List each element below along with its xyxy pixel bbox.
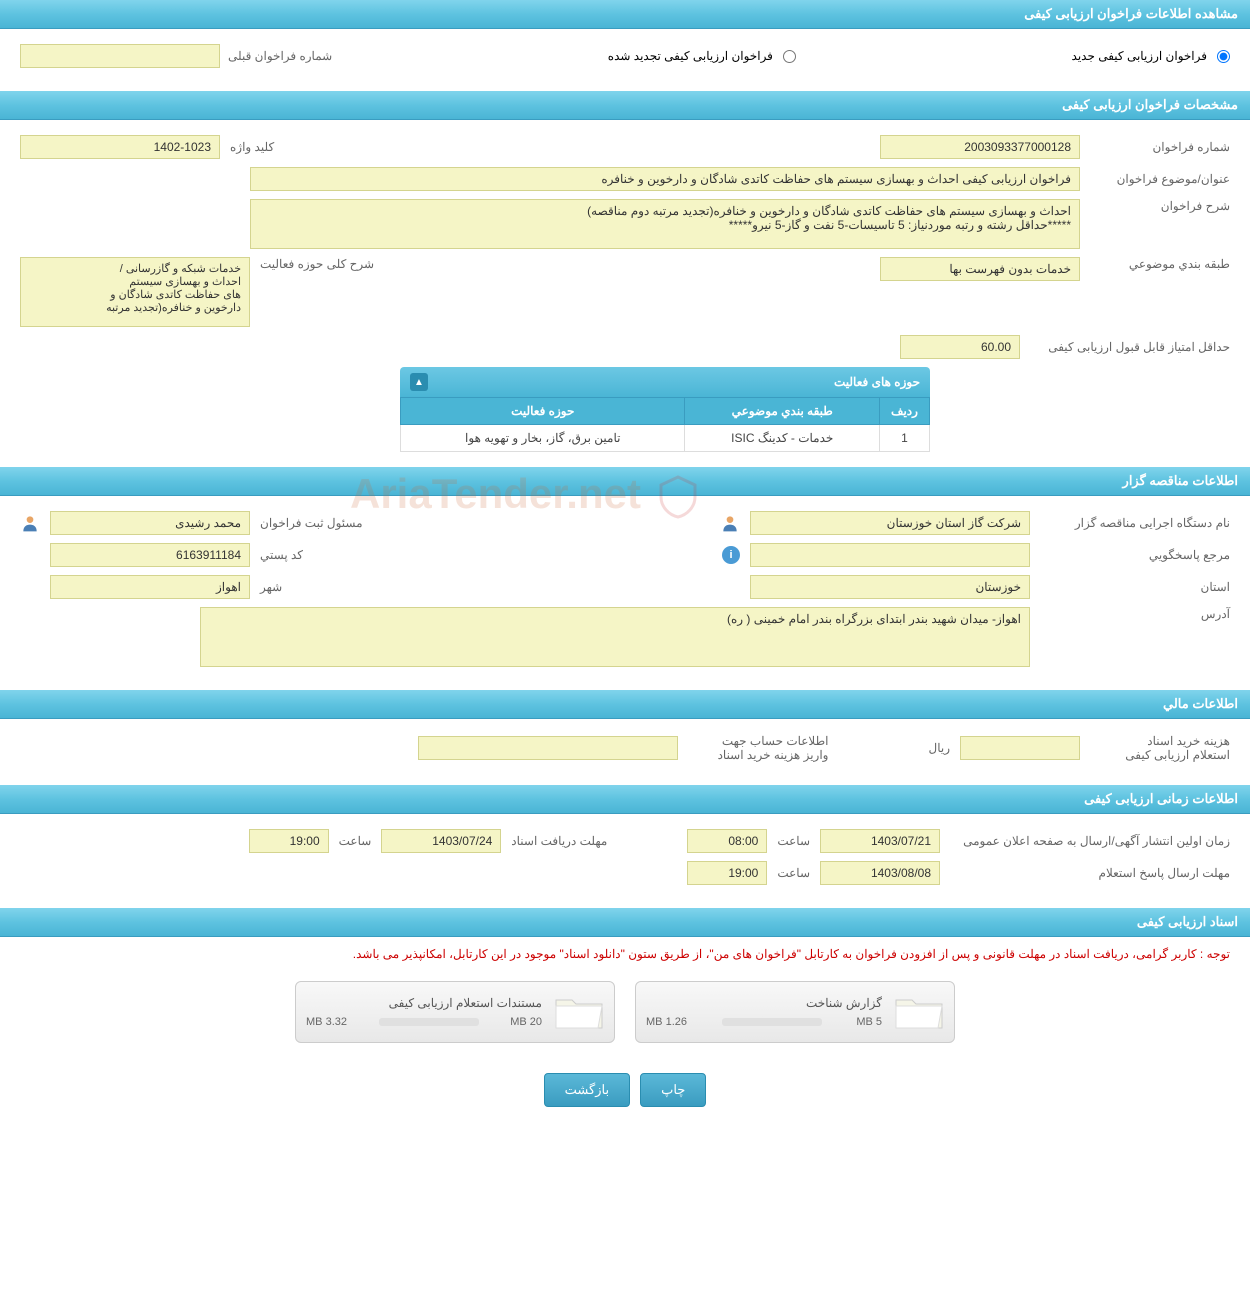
province-field: خوزستان: [750, 575, 1030, 599]
desc-label: شرح فراخوان: [1090, 199, 1230, 213]
cell-field: تامین برق، گاز، بخار و تهویه هوا: [401, 425, 685, 452]
time-word-3: ساعت: [777, 866, 810, 880]
person-icon: [720, 513, 740, 533]
postal-label: كد پستي: [260, 548, 303, 562]
response-time-field: 19:00: [687, 861, 767, 885]
doc1-total: 5 MB: [856, 1016, 882, 1028]
doc2-title: مستندات استعلام ارزیابی کیفی: [306, 996, 542, 1010]
col-row: رديف: [880, 398, 930, 425]
address-field: اهواز- میدان شهید بندر ابتدای بزرگراه بن…: [200, 607, 1030, 667]
table-row: 1 خدمات - کدینگ ISIC تامین برق، گاز، بخا…: [401, 425, 930, 452]
cell-num: 1: [880, 425, 930, 452]
radio-new-label: فراخوان ارزیابی کیفی جدید: [1072, 49, 1207, 63]
publish-time-field: 08:00: [687, 829, 767, 853]
registrar-field: محمد رشیدی: [50, 511, 250, 535]
postal-field: 6163911184: [50, 543, 250, 567]
category-field: خدمات بدون فهرست بها: [880, 257, 1080, 281]
city-label: شهر: [260, 580, 282, 594]
person-icon: [20, 513, 40, 533]
subject-field: فراخوان ارزیابی کیفی احداث و بهسازی سیست…: [250, 167, 1080, 191]
account-label: اطلاعات حساب جهت واریز هزینه خرید اسناد: [688, 734, 828, 762]
keyword-label: کلید واژه: [230, 140, 274, 154]
organizer-header: اطلاعات مناقصه گزار: [0, 467, 1250, 496]
main-header: مشاهده اطلاعات فراخوان ارزیابی کیفی: [0, 0, 1250, 29]
radio-renewed-call[interactable]: فراخوان ارزیابی کیفی تجدید شده: [608, 49, 796, 63]
docs-note: توجه : کاربر گرامی، دریافت اسناد در مهلت…: [0, 937, 1250, 971]
receive-label: مهلت دریافت اسناد: [511, 834, 607, 848]
col-field: حوزه فعاليت: [401, 398, 685, 425]
radio-renewed-label: فراخوان ارزیابی کیفی تجدید شده: [608, 49, 773, 63]
prev-number-field: [20, 44, 220, 68]
org-field: شرکت گاز استان خوزستان: [750, 511, 1030, 535]
account-field: [418, 736, 678, 760]
activity-scope-label: شرح کلی حوزه فعالیت: [260, 257, 374, 271]
org-label: نام دستگاه اجرایی مناقصه گزار: [1040, 516, 1230, 530]
responder-field: [750, 543, 1030, 567]
folder-icon: [894, 992, 944, 1032]
city-field: اهواز: [50, 575, 250, 599]
time-word-1: ساعت: [777, 834, 810, 848]
subject-label: عنوان/موضوع فراخوان: [1090, 172, 1230, 186]
cell-cat: خدمات - کدینگ ISIC: [685, 425, 880, 452]
doc2-used: 3.32 MB: [306, 1016, 347, 1028]
docs-header: اسناد ارزیابی کیفی: [0, 908, 1250, 937]
call-number-label: شماره فراخوان: [1090, 140, 1230, 154]
radio-new-call[interactable]: فراخوان ارزیابی کیفی جدید: [1072, 49, 1230, 63]
col-category: طبقه بندي موضوعي: [685, 398, 880, 425]
activity-table-title: حوزه های فعالیت: [834, 375, 920, 389]
print-button[interactable]: چاپ: [640, 1073, 706, 1107]
response-label: مهلت ارسال پاسخ استعلام: [950, 866, 1230, 880]
time-word-2: ساعت: [339, 834, 372, 848]
category-label: طبقه بندي موضوعي: [1090, 257, 1230, 271]
activity-scope-field: خدمات شبکه و گازرسانی / احداث و بهسازی س…: [20, 257, 250, 327]
doc2-progress: [379, 1018, 479, 1026]
cost-label: هزینه خرید اسناد استعلام ارزیابی کیفی: [1090, 734, 1230, 762]
keyword-field: 1402-1023: [20, 135, 220, 159]
spec-header: مشخصات فراخوان ارزیابی کیفی: [0, 91, 1250, 120]
min-score-label: حداقل امتیاز قابل قبول ارزیابی کیفی: [1030, 340, 1230, 354]
doc-panel-1[interactable]: گزارش شناخت 5 MB 1.26 MB: [635, 981, 955, 1043]
cost-field: [960, 736, 1080, 760]
receive-date-field: 1403/07/24: [381, 829, 501, 853]
doc-panel-2[interactable]: مستندات استعلام ارزیابی کیفی 20 MB 3.32 …: [295, 981, 615, 1043]
min-score-field: 60.00: [900, 335, 1020, 359]
desc-field: احداث و بهسازی سیستم های حفاظت کاتدی شاد…: [250, 199, 1080, 249]
registrar-label: مسئول ثبت فراخوان: [260, 516, 363, 530]
doc2-total: 20 MB: [510, 1016, 542, 1028]
timing-header: اطلاعات زمانی ارزیابی کیفی: [0, 785, 1250, 814]
address-label: آدرس: [1040, 607, 1230, 621]
activity-table-header: حوزه های فعالیت ▲: [400, 367, 930, 397]
responder-label: مرجع پاسخگويي: [1040, 548, 1230, 562]
province-label: استان: [1040, 580, 1230, 594]
doc1-used: 1.26 MB: [646, 1016, 687, 1028]
receive-time-field: 19:00: [249, 829, 329, 853]
radio-new-input[interactable]: [1217, 50, 1230, 63]
publish-date-field: 1403/07/21: [820, 829, 940, 853]
response-date-field: 1403/08/08: [820, 861, 940, 885]
back-button[interactable]: بازگشت: [544, 1073, 630, 1107]
publish-label: زمان اولین انتشار آگهی/ارسال به صفحه اعل…: [950, 834, 1230, 848]
collapse-icon[interactable]: ▲: [410, 373, 428, 391]
info-icon[interactable]: i: [722, 546, 740, 564]
doc1-title: گزارش شناخت: [646, 996, 882, 1010]
doc1-progress: [722, 1018, 822, 1026]
prev-number-label: شماره فراخوان قبلی: [228, 49, 332, 63]
activity-table: رديف طبقه بندي موضوعي حوزه فعاليت 1 خدما…: [400, 397, 930, 452]
financial-header: اطلاعات مالي: [0, 690, 1250, 719]
cost-unit: ريال: [928, 741, 950, 755]
folder-icon: [554, 992, 604, 1032]
radio-renewed-input[interactable]: [783, 50, 796, 63]
call-number-field: 2003093377000128: [880, 135, 1080, 159]
